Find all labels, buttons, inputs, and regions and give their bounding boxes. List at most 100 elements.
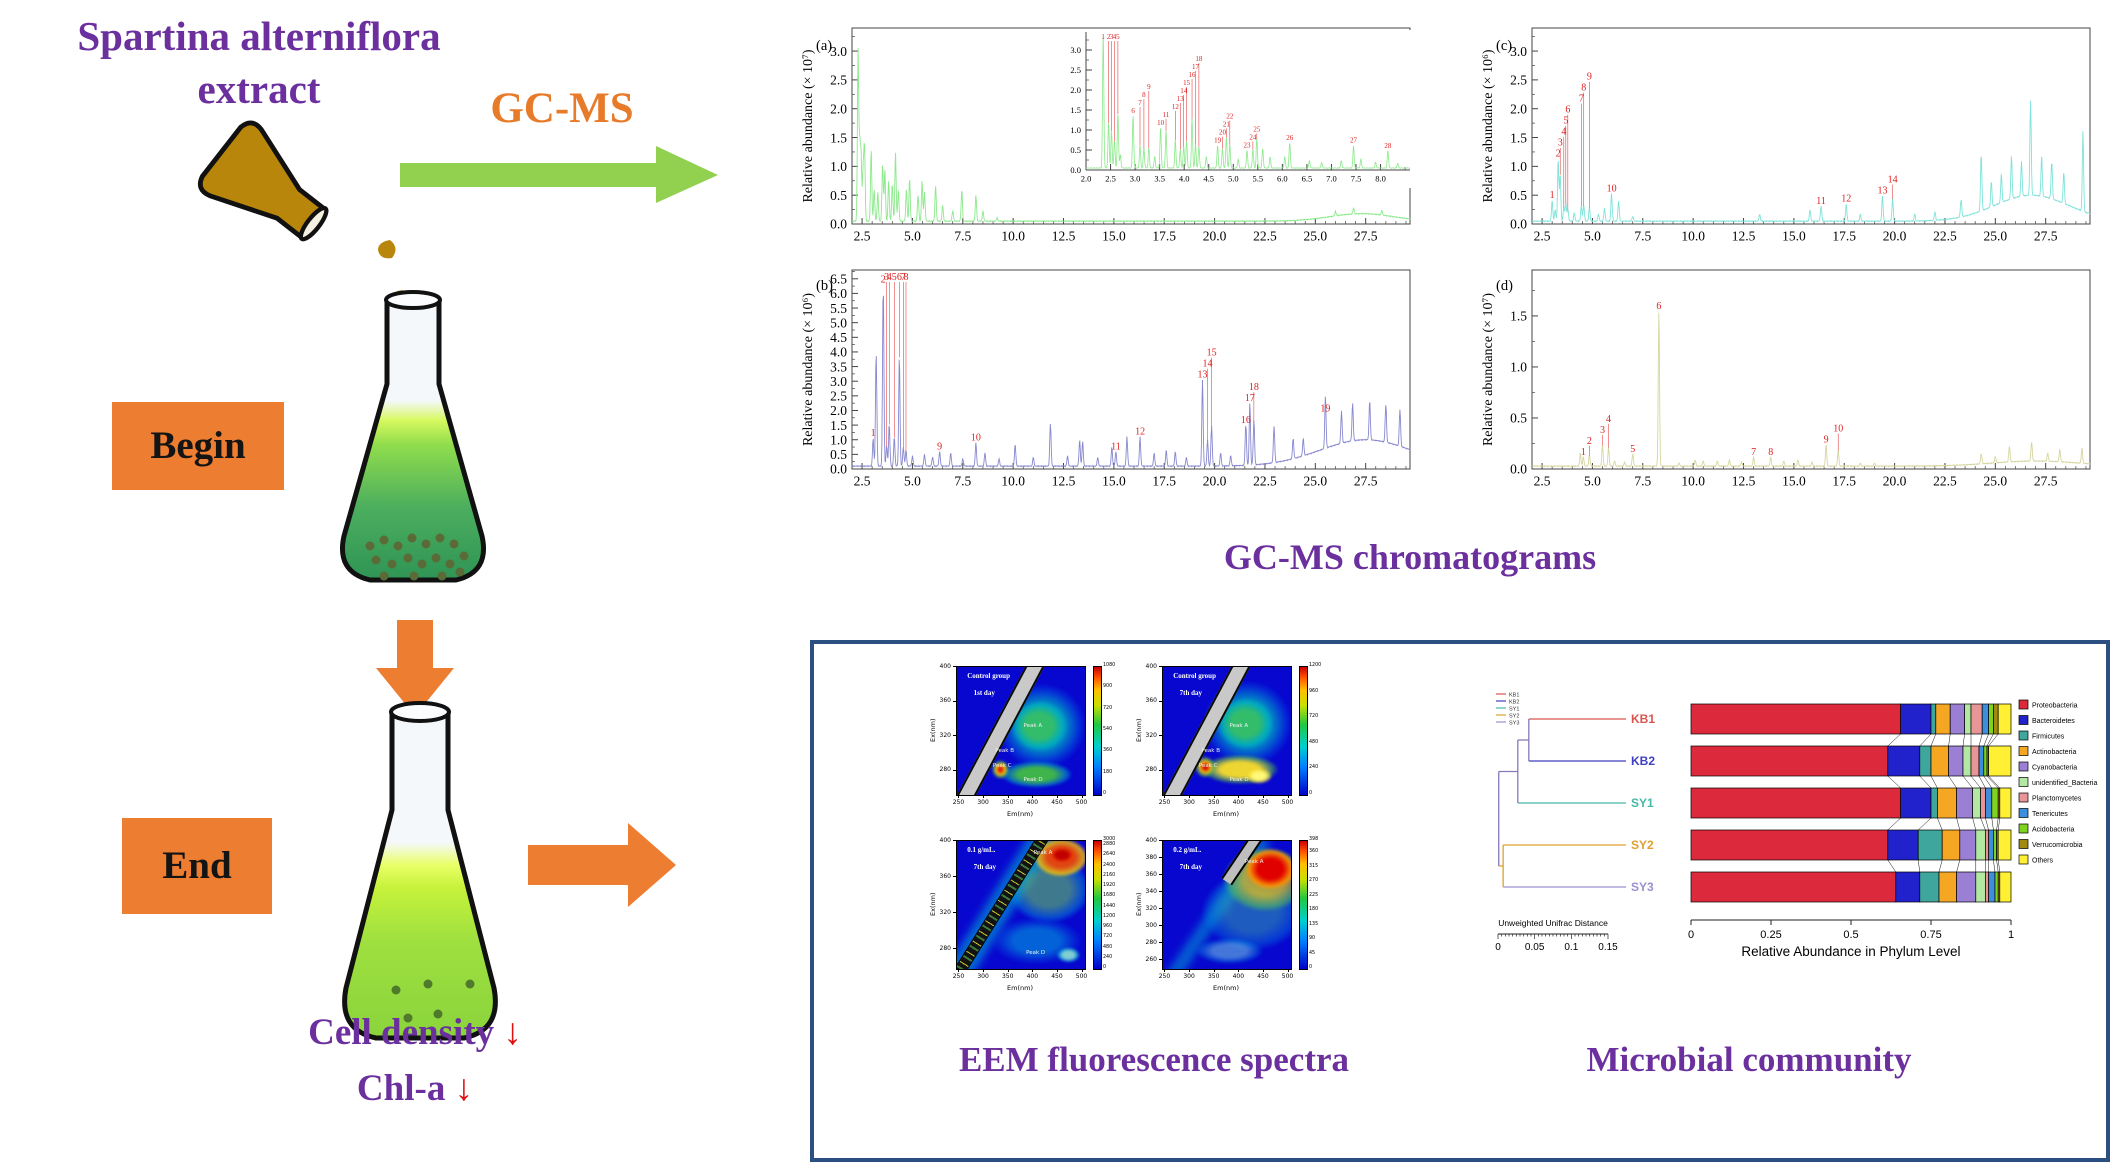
eem-group-label: Control group — [1173, 672, 1216, 681]
x-tick-label: 12.5 — [1732, 474, 1756, 489]
em-tick — [958, 969, 960, 972]
eem-plot-area: Control group 7th day Peak A Peak B Peak C Pe… — [1162, 666, 1292, 796]
bar-segment — [1985, 787, 1993, 819]
y-tick-label: 2.5 — [1070, 65, 1081, 75]
eem-caption: EEM fluorescence spectra — [958, 1040, 1350, 1079]
chromatogram-(c): 2.5 5.0 7.5 10.0 12.5 15.0 17.5 20.0 22.5 25.0 27.… — [1481, 27, 2091, 244]
colorbar-tick-label: 1440 — [1103, 903, 1116, 909]
colorbar-tick-label: 0 — [1309, 965, 1313, 970]
peak-number: 11 — [1111, 441, 1121, 452]
bar-segment — [1988, 871, 1996, 903]
y-tick-label: 2.5 — [830, 389, 847, 404]
chromatogram-trace — [1531, 312, 2091, 468]
em-tick-label: 350 — [1001, 799, 1014, 806]
x-tick-label: 6.5 — [1302, 174, 1313, 184]
bar-segment — [1975, 829, 1986, 861]
bar-segment — [1690, 829, 1889, 861]
peak-number: 26 — [1286, 134, 1294, 142]
colorbar-tick-label: 960 — [1309, 688, 1319, 694]
extract-title-line1: Spartina alterniflora — [77, 13, 441, 59]
peak-number: 14 — [1203, 359, 1213, 370]
cell-density-label: Cell density — [308, 1012, 495, 1053]
em-tick — [1056, 969, 1058, 972]
bar-segment — [1999, 787, 2012, 819]
abundance-tick-label: 0.25 — [1760, 929, 1781, 941]
bar-segment — [1900, 787, 1932, 819]
bar-segment — [1919, 871, 1940, 903]
y-tick-label: 5.5 — [830, 301, 847, 316]
y-tick-label: 0.5 — [830, 188, 847, 203]
bar-segment — [1988, 703, 1994, 735]
phylum-legend-label: Planctomycetes — [2032, 796, 2082, 803]
eem-day-label: 7th day — [973, 862, 996, 871]
colorbar-tick-label: 240 — [1309, 765, 1319, 771]
eem-colorbar — [1299, 666, 1308, 796]
x-tick-label: 2.5 — [1534, 474, 1551, 489]
bar-segment — [1887, 829, 1919, 861]
gcms-label: GC-MS — [490, 85, 634, 132]
y-tick-label: 5.0 — [830, 315, 847, 330]
ex-tick-label: 360 — [1145, 697, 1157, 705]
chromatogram-trace — [1531, 100, 2091, 223]
x-tick-label: 4.5 — [1203, 174, 1214, 184]
em-tick — [958, 795, 960, 798]
bar-segment — [1993, 829, 1997, 861]
extract-title: Spartina alterniflora extract — [24, 10, 494, 117]
em-tick — [1164, 795, 1166, 798]
bar-segment — [1975, 871, 1986, 903]
panel-letter: (a) — [816, 38, 832, 54]
bar-segment — [1964, 703, 1972, 735]
phylum-legend-swatch — [2018, 792, 2029, 803]
x-tick-label: 8.0 — [1375, 174, 1386, 184]
x-tick-label: 25.0 — [1304, 474, 1328, 489]
unifrac-tick-label: 0.1 — [1564, 942, 1578, 953]
bar-segment — [1690, 745, 1889, 777]
peak-number: 8 — [1581, 83, 1586, 94]
y-tick-label: 2.0 — [830, 403, 847, 418]
colorbar-tick-label: 270 — [1309, 878, 1319, 884]
peak-number: 15 — [1207, 348, 1217, 359]
colorbar-tick-label: 360 — [1103, 748, 1113, 754]
peak-number: 5 — [1563, 116, 1568, 127]
dendrogram-legend-label: SY3 — [1509, 721, 1519, 727]
abundance-tick-label: 1 — [2008, 929, 2014, 941]
eem-plot-area: 0.1 g/mL. 7th day Peak A Peak D — [956, 840, 1086, 970]
colorbar-tick-label: 960 — [1103, 924, 1113, 930]
ex-axis-label: Ex(nm) — [929, 892, 937, 916]
em-tick-label: 350 — [1001, 973, 1014, 980]
em-tick-label: 250 — [952, 799, 965, 806]
peak-number: 5 — [892, 272, 897, 283]
dendrogram-legend-label: SY1 — [1509, 707, 1519, 713]
results-box: Control group 1st day Peak A Peak B Peak C Pe… — [810, 640, 2110, 1162]
em-tick — [1081, 969, 1083, 972]
peak-number: 1 — [1101, 33, 1105, 41]
x-tick-label: 7.5 — [954, 474, 971, 489]
bar-segment — [1962, 745, 1972, 777]
eem-day-label: 7th day — [1179, 688, 1202, 697]
eem-panel-control-day7: Control group 7th day Peak A Peak B Peak C Pe… — [1132, 660, 1332, 832]
colorbar-tick-label: 0 — [1309, 791, 1313, 796]
y-tick-label: 2.0 — [1070, 85, 1081, 95]
ex-tick — [1159, 891, 1162, 893]
em-tick-label: 400 — [1026, 799, 1039, 806]
eem-contour-blob — [1184, 934, 1275, 968]
peak-number: 19 — [1214, 137, 1222, 145]
peak-number: 10 — [1157, 119, 1165, 127]
colorbar-tick-label: 0 — [1103, 791, 1107, 796]
eem-peak-label: Peak D — [1026, 949, 1046, 956]
phylum-legend-swatch — [2018, 823, 2029, 834]
end-flask — [342, 701, 498, 1041]
colorbar-tick-label: 225 — [1309, 892, 1319, 898]
peak-number: 10 — [1607, 183, 1617, 194]
bar-segment — [1935, 703, 1951, 735]
x-tick-label: 22.5 — [1933, 474, 1957, 489]
bar-segment — [1690, 871, 1897, 903]
peak-number: 11 — [1816, 196, 1826, 207]
y-tick-label: 0.0 — [1510, 462, 1527, 477]
sample-label: KB2 — [1631, 754, 1655, 768]
bar-segment — [1930, 787, 1938, 819]
bar-segment — [1985, 871, 1989, 903]
x-tick-label: 15.0 — [1102, 229, 1126, 244]
bar-segment — [1997, 703, 2012, 735]
chromatogram-trace — [1085, 37, 1411, 169]
